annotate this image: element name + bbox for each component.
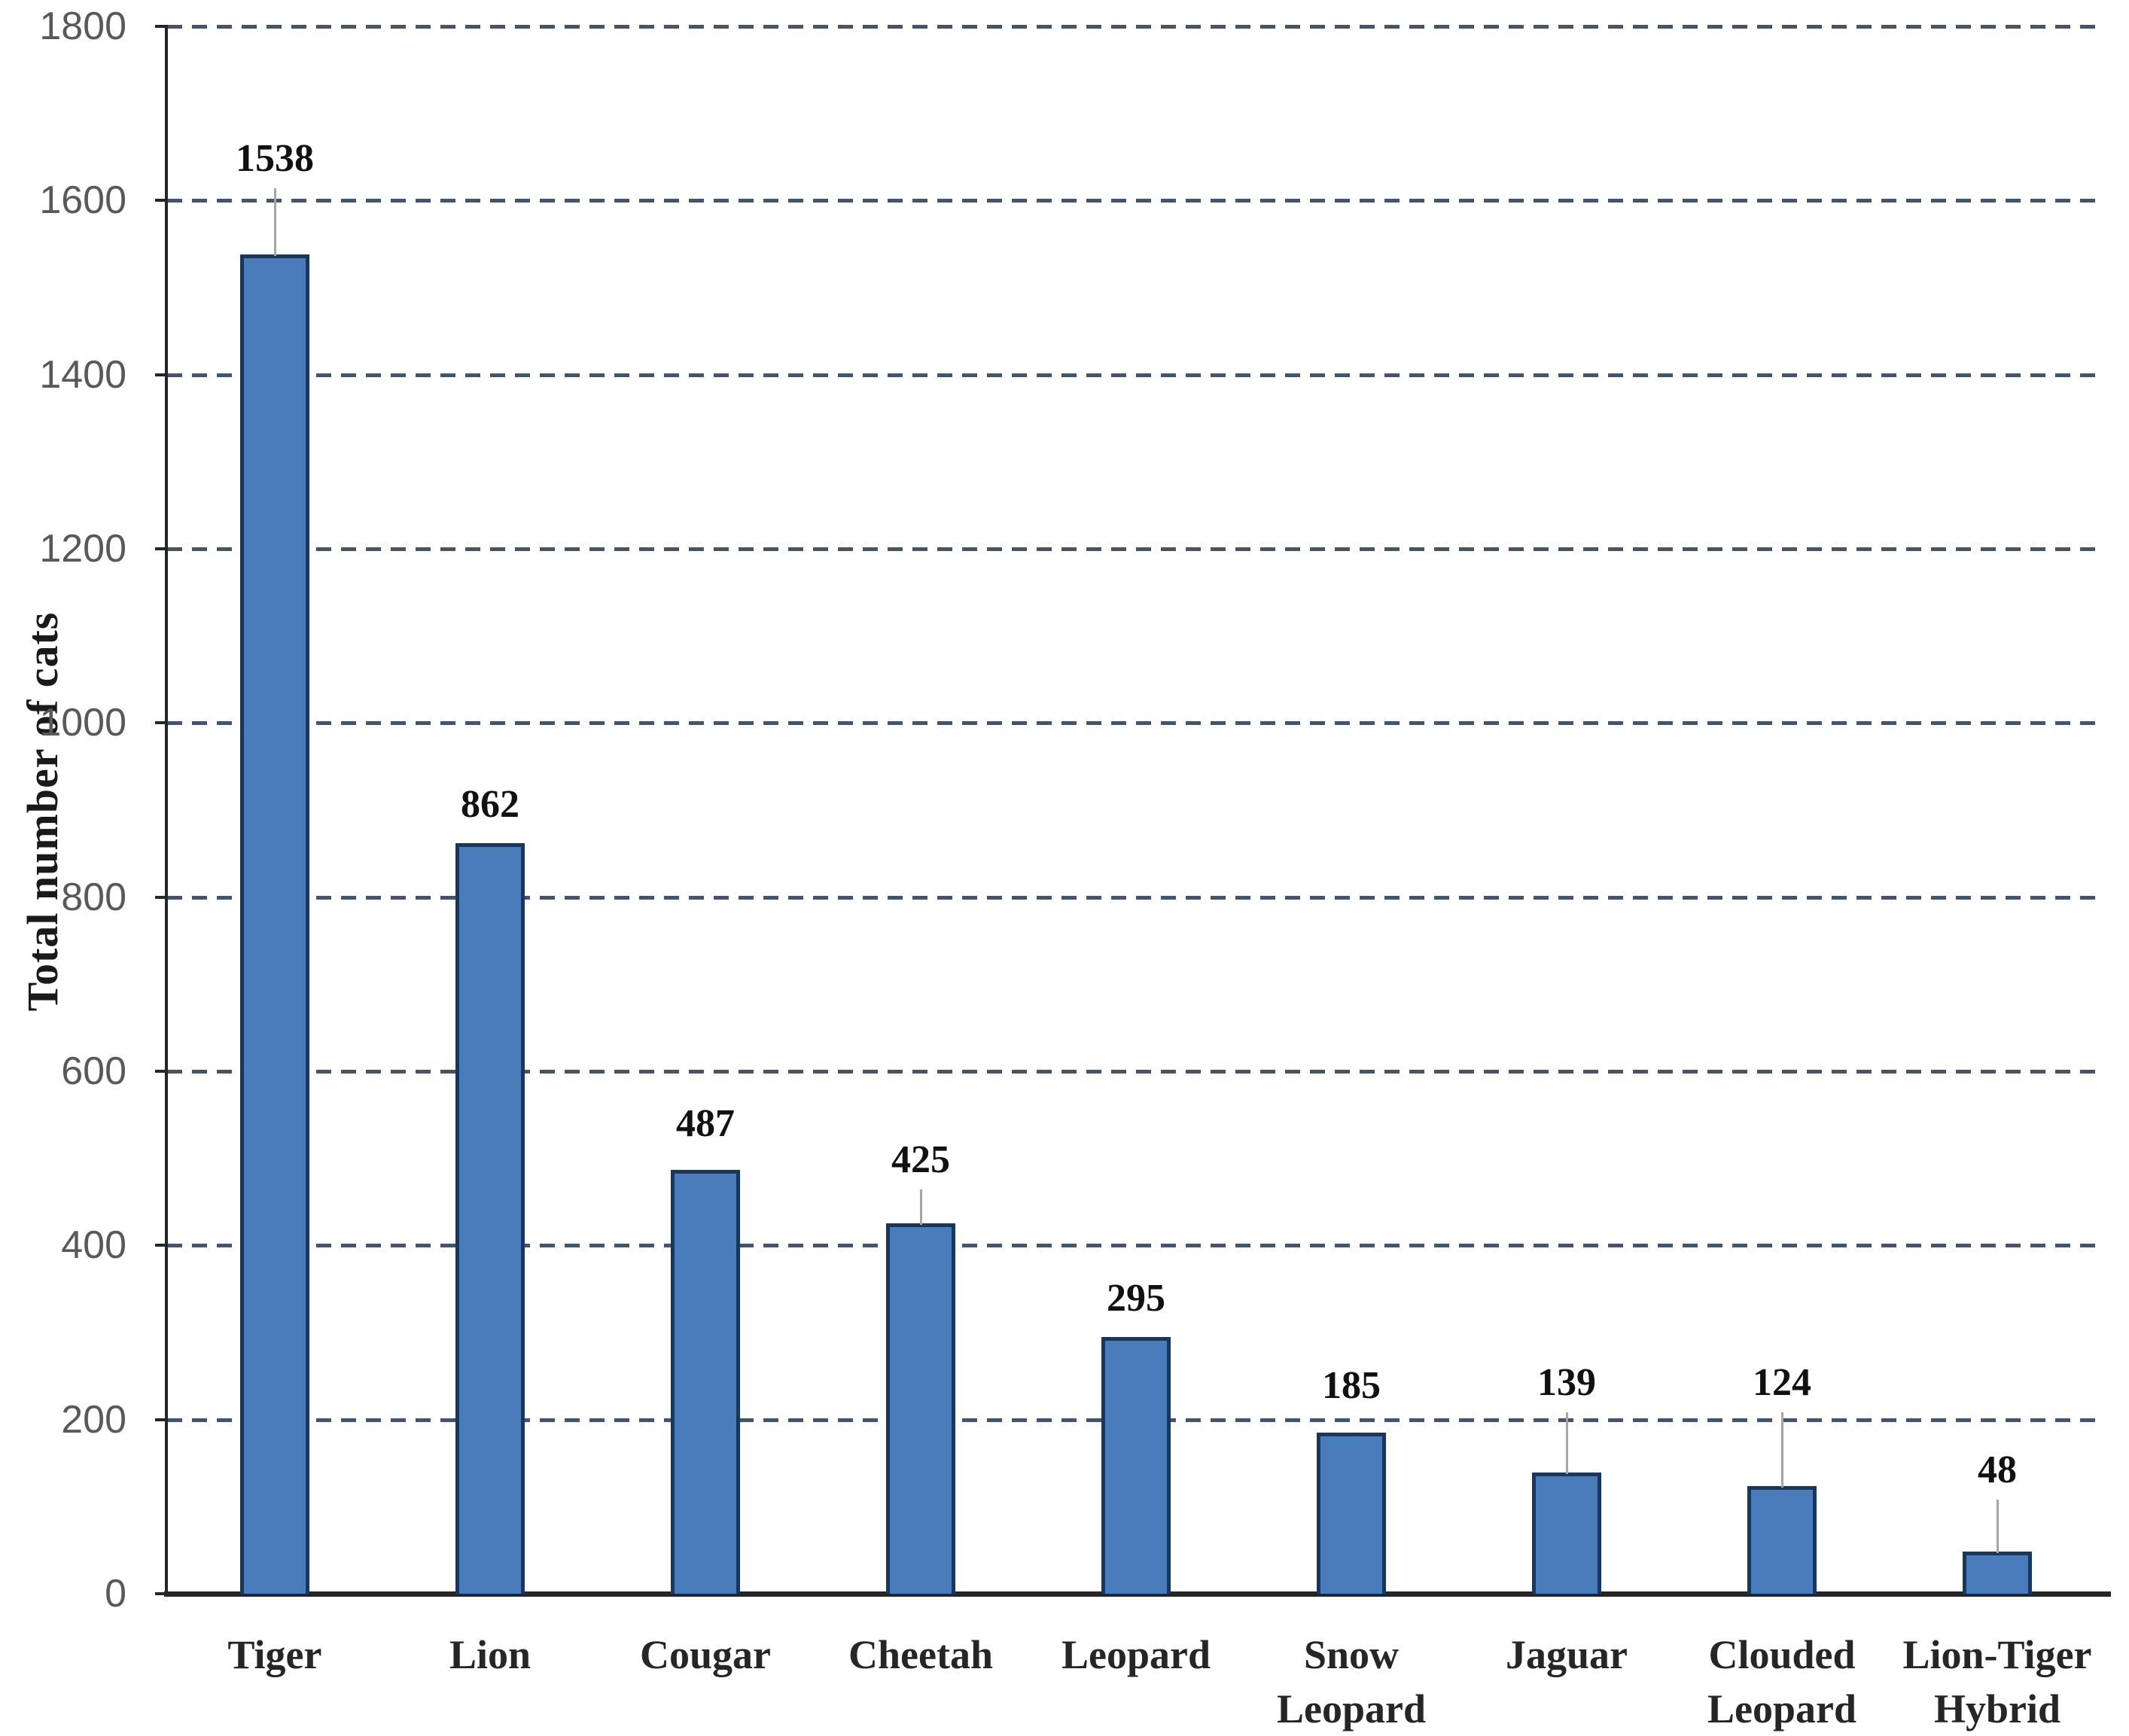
- y-tick-label: 800: [61, 875, 126, 919]
- gridline: [167, 721, 2105, 726]
- bar-value-label: 124: [1753, 1360, 1811, 1404]
- y-tick-label: 200: [61, 1397, 126, 1442]
- gridline: [167, 373, 2105, 377]
- gridline: [167, 1070, 2105, 1074]
- gridline: [167, 1244, 2105, 1248]
- x-category-label: Leopard: [1061, 1632, 1211, 1677]
- y-tick-mark: [155, 1592, 167, 1595]
- bar-value-label: 48: [1978, 1448, 2017, 1492]
- y-axis-title: Total number of cats: [18, 611, 67, 1012]
- label-leader-line: [1780, 1412, 1783, 1488]
- y-tick-mark: [155, 25, 167, 28]
- x-category-label: Tiger: [227, 1632, 322, 1677]
- gridline: [167, 547, 2105, 551]
- x-category-label: Lion-Tiger Hybrid: [1902, 1632, 2092, 1731]
- x-category-label: Jaguar: [1506, 1632, 1628, 1677]
- bar: [671, 1169, 740, 1594]
- label-leader-line: [1565, 1412, 1568, 1475]
- bar: [455, 842, 525, 1594]
- bar: [1532, 1473, 1601, 1594]
- y-tick-label: 400: [61, 1223, 126, 1268]
- x-category-label: Cougar: [640, 1632, 771, 1677]
- y-tick-mark: [155, 895, 167, 899]
- bar-value-label: 295: [1107, 1276, 1165, 1320]
- label-leader-line: [1996, 1500, 1999, 1554]
- x-category-label: Clouded Leopard: [1707, 1632, 1857, 1731]
- y-tick-label: 1400: [39, 352, 126, 397]
- x-category-label: Snow Leopard: [1276, 1632, 1427, 1731]
- bar: [240, 254, 309, 1594]
- gridline: [167, 895, 2105, 900]
- bar-value-label: 862: [461, 782, 519, 826]
- y-axis-line: [165, 25, 168, 1595]
- y-tick-label: 0: [105, 1572, 126, 1616]
- bar-value-label: 139: [1537, 1361, 1596, 1405]
- gridline: [167, 25, 2105, 29]
- y-tick-label: 1000: [39, 701, 126, 745]
- bar-value-label: 487: [676, 1101, 735, 1145]
- y-tick-mark: [155, 199, 167, 203]
- label-leader-line: [273, 188, 276, 257]
- bar: [1747, 1485, 1817, 1594]
- bar: [1317, 1433, 1386, 1594]
- gridline: [167, 199, 2105, 203]
- y-tick-mark: [155, 1070, 167, 1073]
- bar: [886, 1223, 955, 1594]
- bar-value-label: 185: [1322, 1364, 1381, 1408]
- bar-value-label: 1538: [236, 137, 314, 181]
- bar-value-label: 425: [891, 1138, 950, 1182]
- y-tick-mark: [155, 547, 167, 550]
- x-category-label: Cheetah: [848, 1632, 993, 1677]
- y-tick-mark: [155, 1418, 167, 1421]
- y-tick-mark: [155, 373, 167, 376]
- y-tick-mark: [155, 721, 167, 725]
- x-category-label: Lion: [449, 1632, 531, 1677]
- y-tick-mark: [155, 1244, 167, 1247]
- x-axis-line: [164, 1591, 2111, 1597]
- y-tick-label: 600: [61, 1049, 126, 1093]
- y-tick-label: 1200: [39, 527, 126, 571]
- y-tick-label: 1600: [39, 178, 126, 223]
- bar: [1101, 1336, 1171, 1594]
- y-tick-label: 1800: [39, 5, 126, 48]
- bar: [1963, 1552, 2032, 1594]
- label-leader-line: [919, 1189, 922, 1226]
